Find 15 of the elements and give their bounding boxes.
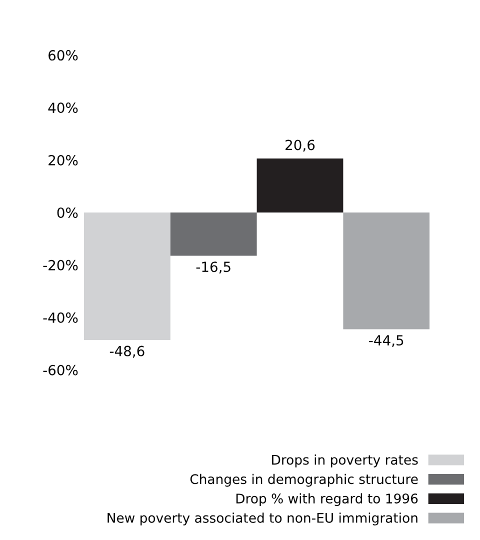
data-label: 20,6 [286,140,315,152]
y-tick-label: -20% [43,260,78,270]
data-label: -16,5 [196,262,230,274]
y-tick-label: -40% [43,312,78,323]
legend-label: New poverty associated to non-EU immigration [108,512,418,526]
legend-label: Drops in poverty rates [272,454,418,468]
data-label: -48,6 [110,346,144,358]
data-label: -44,5 [369,335,404,347]
legend-label: Drop % with regard to 1996 [236,493,418,506]
y-tick-label: 0% [57,207,78,218]
y-tick-label: -60% [43,364,78,376]
y-tick-label: 20% [48,154,78,166]
y-tick-label: 40% [48,102,78,114]
y-tick-label: 60% [48,50,78,61]
legend-label: Changes in demographic structure [190,474,418,487]
